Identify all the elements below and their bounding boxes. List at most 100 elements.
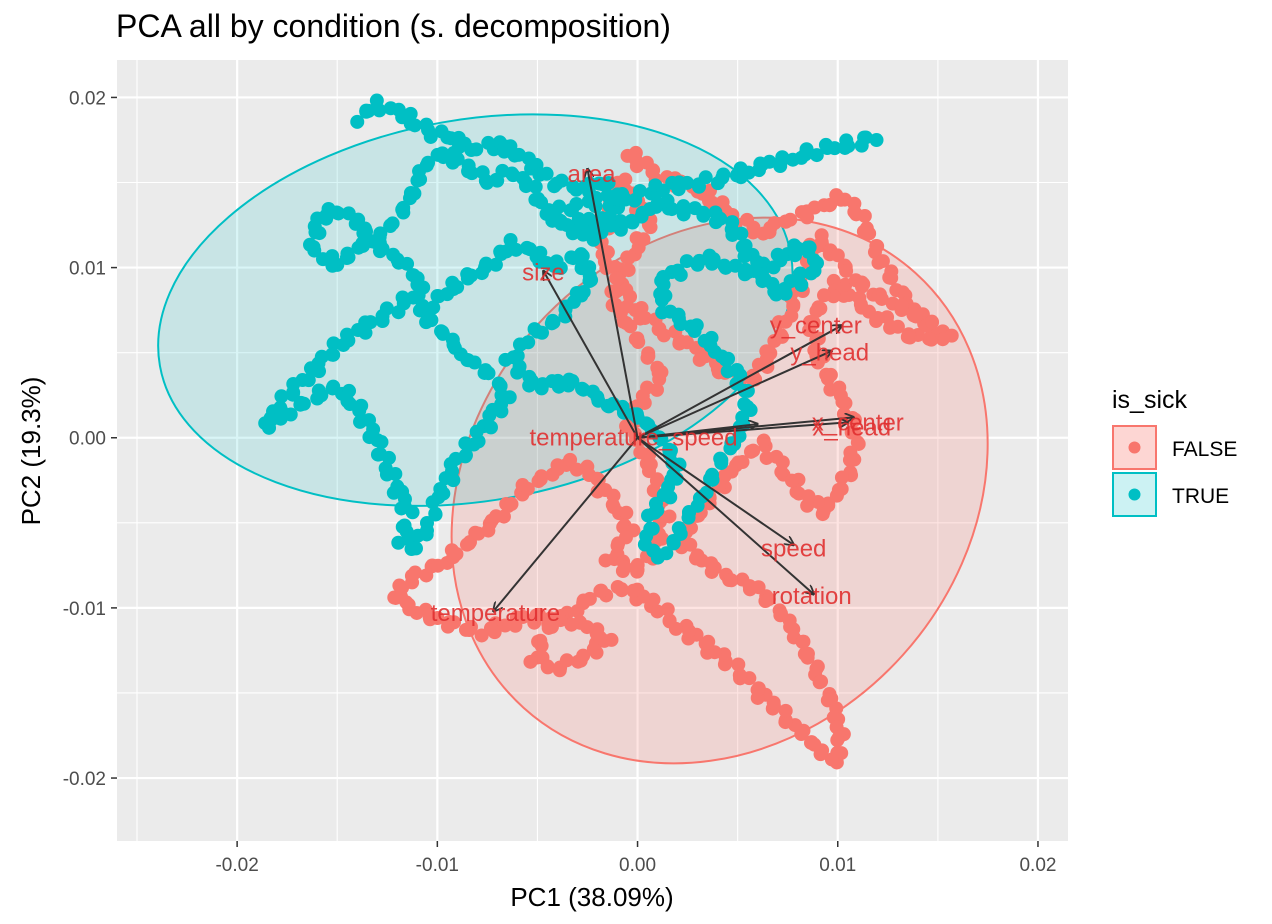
data-point [619, 315, 634, 330]
data-point [774, 328, 789, 343]
x-tick-label: -0.02 [215, 855, 258, 876]
data-point [814, 235, 829, 250]
data-point [882, 270, 897, 285]
data-point [732, 668, 747, 683]
data-point [534, 381, 549, 396]
data-point [449, 546, 464, 561]
data-point [406, 541, 421, 556]
data-point [670, 263, 685, 278]
data-point [478, 260, 493, 275]
data-point [706, 252, 721, 267]
data-point [576, 593, 591, 608]
data-point [601, 175, 616, 190]
data-point [296, 396, 311, 411]
data-point [778, 715, 793, 730]
data-point [679, 254, 694, 269]
data-point [630, 331, 645, 346]
data-point [794, 277, 809, 292]
data-point [530, 324, 545, 339]
data-point [331, 206, 346, 221]
data-point [809, 148, 824, 163]
data-point [342, 383, 357, 398]
data-point [359, 224, 374, 239]
data-point [679, 175, 694, 190]
data-point [554, 173, 569, 188]
label-x-head: x_head [812, 415, 891, 442]
chart-title: PCA all by condition (s. decomposition) [116, 8, 671, 44]
data-point [419, 515, 434, 530]
data-point [762, 154, 777, 169]
data-point [874, 291, 889, 306]
legend: is_sick FALSE TRUE [1112, 386, 1237, 517]
data-point [405, 505, 420, 520]
data-point [858, 130, 873, 145]
data-point [761, 592, 776, 607]
data-point [314, 388, 329, 403]
data-point [559, 653, 574, 668]
data-point [604, 632, 619, 647]
data-point [361, 103, 376, 118]
data-point [698, 636, 713, 651]
data-point [553, 261, 568, 276]
data-point [875, 254, 890, 269]
data-point [778, 703, 793, 718]
data-point [862, 226, 877, 241]
x-tick-label: 0.02 [1019, 855, 1056, 876]
axes: -0.02 -0.01 0.00 0.01 0.02 -0.02 -0.01 0.00 0.01… [63, 88, 1057, 876]
data-point [464, 268, 479, 283]
data-point [662, 613, 677, 628]
data-point [520, 481, 535, 496]
data-point [705, 467, 720, 482]
data-point [656, 328, 671, 343]
data-point [474, 628, 489, 643]
data-point [458, 622, 473, 637]
data-point [822, 198, 837, 213]
data-point [804, 266, 819, 281]
data-point [511, 364, 526, 379]
data-point [809, 304, 824, 319]
data-point [539, 166, 554, 181]
data-point [763, 346, 778, 361]
data-point [683, 537, 698, 552]
data-point [802, 323, 817, 338]
data-point [632, 183, 647, 198]
y-tick-label: -0.02 [63, 769, 106, 790]
y-tick-label: -0.01 [63, 599, 106, 620]
data-point [286, 385, 301, 400]
y-tick-label: 0.01 [69, 259, 106, 280]
data-point [400, 256, 415, 271]
data-point [655, 305, 670, 320]
loading-arrows [493, 169, 853, 611]
data-point [800, 650, 815, 665]
data-point [450, 280, 465, 295]
data-point [619, 505, 634, 520]
data-point [867, 245, 882, 260]
data-point [900, 329, 915, 344]
x-tick-label: 0.01 [819, 855, 856, 876]
arrow-y-head [637, 351, 832, 439]
data-point [375, 241, 390, 256]
data-point [720, 364, 735, 379]
data-point [440, 619, 455, 634]
data-point [396, 205, 411, 220]
data-point [543, 611, 558, 626]
data-point [502, 390, 517, 405]
variable-labels: areasizey_centery_headx_centerx_headtemp… [431, 161, 904, 627]
data-point [714, 453, 729, 468]
legend-label-true: TRUE [1172, 485, 1229, 508]
data-point [824, 752, 839, 767]
data-point [462, 536, 477, 551]
label-y-center: y_center [770, 312, 862, 339]
data-point [428, 507, 443, 522]
data-point [841, 139, 856, 154]
data-point [315, 252, 330, 267]
data-point [687, 201, 702, 216]
arrow-area [587, 169, 639, 438]
data-point [611, 536, 626, 551]
data-point [641, 508, 656, 523]
label-temperature: temperature [431, 600, 560, 627]
data-point [649, 473, 664, 488]
data-point [650, 360, 665, 375]
data-point [403, 106, 418, 121]
data-point [388, 466, 403, 481]
